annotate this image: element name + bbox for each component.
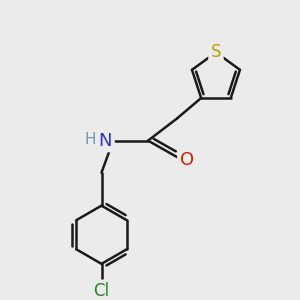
Text: Cl: Cl	[93, 282, 110, 300]
Text: N: N	[99, 132, 112, 150]
Text: H: H	[84, 132, 96, 147]
Text: S: S	[211, 44, 221, 62]
Text: O: O	[180, 151, 194, 169]
